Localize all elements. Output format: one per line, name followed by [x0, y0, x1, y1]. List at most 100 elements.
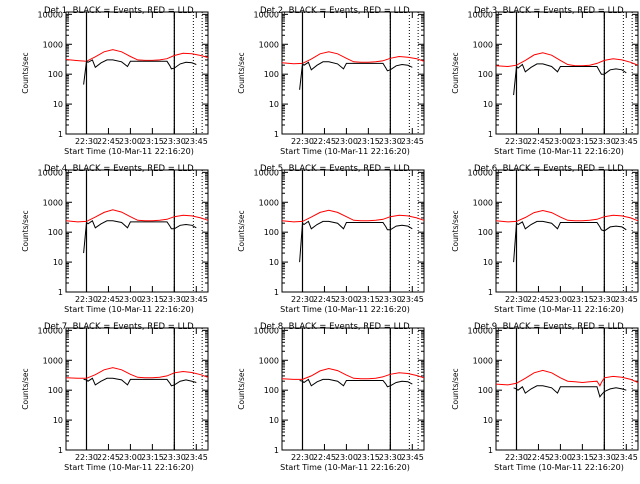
y-tick-label: 100: [478, 70, 493, 79]
panel-title-det: Det 1: [44, 6, 67, 16]
y-tick-label: 10000: [468, 326, 493, 335]
plot-frame: [65, 11, 209, 135]
x-tick-label: 22:45: [97, 295, 120, 304]
x-tick-label: 23:30: [593, 295, 616, 304]
x-tick-label: 22:30: [291, 295, 314, 304]
panel-det-8: 1 10 100 1000 10000 22:3022:4523:0023:1523:30…: [237, 322, 425, 472]
y-tick-label: 10: [53, 416, 63, 425]
y-tick-label: 10: [269, 258, 279, 267]
y-tick-label: 1: [488, 130, 493, 139]
y-tick-label: 1: [274, 446, 279, 455]
x-tick-label: 23:45: [401, 295, 424, 304]
x-axis-label: Start Time (10-Mar-11 22:16:20): [64, 305, 194, 314]
y-tick-label: 10: [483, 416, 493, 425]
x-tick-label: 22:45: [313, 453, 336, 462]
y-axis-label: Counts/sec: [237, 52, 246, 93]
y-tick-label: 1000: [43, 40, 63, 49]
series-events: [83, 220, 197, 254]
panel-legend-text: BLACK = Events, RED = LLD: [73, 322, 194, 332]
y-tick-label: 1: [58, 130, 63, 139]
panel-title-det: Det 7: [44, 322, 67, 332]
y-tick-label: 10000: [468, 168, 493, 177]
panel-title-det: Det 3: [474, 6, 497, 16]
y-tick-label: 10000: [38, 10, 63, 19]
x-tick-label: 23:15: [141, 137, 164, 146]
x-tick-label: 23:45: [615, 453, 638, 462]
panel-title-sep: ,: [283, 6, 288, 16]
plot-frame: [281, 327, 425, 451]
series-events: [299, 220, 413, 263]
series-lld: [495, 369, 639, 387]
x-tick-label: 22:45: [313, 137, 336, 146]
y-tick-label: 100: [48, 70, 63, 79]
x-tick-label: 23:15: [571, 137, 594, 146]
y-tick-label: 1000: [43, 356, 63, 365]
x-tick-label: 23:30: [379, 453, 402, 462]
series-lld: [65, 209, 209, 223]
panel-legend-text: BLACK = Events, RED = LLD: [289, 6, 410, 16]
panel-det-2: 1 10 100 1000 10000 22:3022:4523:0023:1523:30…: [237, 6, 425, 156]
plot-frame: [65, 169, 209, 293]
x-tick-label: 22:45: [527, 453, 550, 462]
x-tick-label: 23:45: [185, 453, 208, 462]
panel-title-sep: ,: [283, 164, 288, 174]
series-events: [83, 59, 197, 85]
x-tick-label: 23:15: [357, 295, 380, 304]
panel-legend-text: BLACK = Events, RED = LLD: [289, 322, 410, 332]
y-tick-label: 10000: [468, 10, 493, 19]
panel-title: Det 6, BLACK = Events, RED = LLD: [474, 164, 624, 174]
panel-legend-text: BLACK = Events, RED = LLD: [503, 164, 624, 174]
series-events: [299, 378, 413, 388]
y-tick-label: 10: [483, 258, 493, 267]
y-tick-label: 10000: [254, 326, 279, 335]
x-tick-label: 22:30: [291, 137, 314, 146]
x-axis-label: Start Time (10-Mar-11 22:16:20): [494, 147, 624, 156]
y-tick-label: 100: [478, 386, 493, 395]
panel-title-det: Det 6: [474, 164, 497, 174]
panel-det-6: 1 10 100 1000 10000 22:3022:4523:0023:1523:30…: [451, 164, 639, 314]
x-axis-label: Start Time (10-Mar-11 22:16:20): [280, 147, 410, 156]
series-lld: [281, 367, 425, 380]
y-axis-label: Counts/sec: [451, 210, 460, 251]
y-tick-label: 10000: [254, 10, 279, 19]
y-tick-label: 1000: [43, 198, 63, 207]
series-events: [513, 385, 627, 398]
x-tick-label: 23:30: [163, 295, 186, 304]
x-tick-label: 23:00: [549, 453, 572, 462]
y-tick-label: 1: [58, 446, 63, 455]
panel-title-sep: ,: [497, 164, 502, 174]
panel-det-9: 1 10 100 1000 10000 22:3022:4523:0023:1523:30…: [451, 322, 639, 472]
panel-det-1: 1 10 100 1000 10000 22:3022:4523:0023:1523:30…: [21, 6, 209, 156]
y-tick-label: 10: [269, 416, 279, 425]
x-axis-label: Start Time (10-Mar-11 22:16:20): [494, 305, 624, 314]
y-tick-label: 100: [48, 228, 63, 237]
panel-legend-text: BLACK = Events, RED = LLD: [289, 164, 410, 174]
panel-title-sep: ,: [67, 322, 72, 332]
panel-title: Det 3, BLACK = Events, RED = LLD: [474, 6, 624, 16]
y-tick-label: 1: [488, 288, 493, 297]
x-tick-label: 22:45: [527, 295, 550, 304]
x-tick-label: 23:45: [615, 295, 638, 304]
x-tick-label: 23:00: [119, 453, 142, 462]
panel-title-det: Det 2: [260, 6, 283, 16]
y-axis-label: Counts/sec: [451, 368, 460, 409]
panel-det-7: 1 10 100 1000 10000 22:3022:4523:0023:1523:30…: [21, 322, 209, 472]
panel-title-det: Det 9: [474, 322, 497, 332]
x-tick-label: 23:00: [335, 453, 358, 462]
x-tick-label: 22:30: [505, 453, 528, 462]
x-tick-label: 22:45: [97, 137, 120, 146]
panel-legend-text: BLACK = Events, RED = LLD: [503, 6, 624, 16]
x-tick-label: 23:15: [141, 295, 164, 304]
series-lld: [495, 52, 639, 68]
series-lld: [495, 209, 639, 223]
series-events: [513, 220, 627, 263]
y-axis-label: Counts/sec: [21, 368, 30, 409]
x-tick-label: 23:00: [549, 137, 572, 146]
x-tick-label: 23:00: [119, 295, 142, 304]
x-tick-label: 23:30: [379, 137, 402, 146]
y-tick-label: 10: [483, 100, 493, 109]
y-tick-label: 1000: [473, 356, 493, 365]
x-tick-label: 23:00: [335, 137, 358, 146]
x-tick-label: 23:00: [549, 295, 572, 304]
x-tick-label: 23:45: [185, 137, 208, 146]
